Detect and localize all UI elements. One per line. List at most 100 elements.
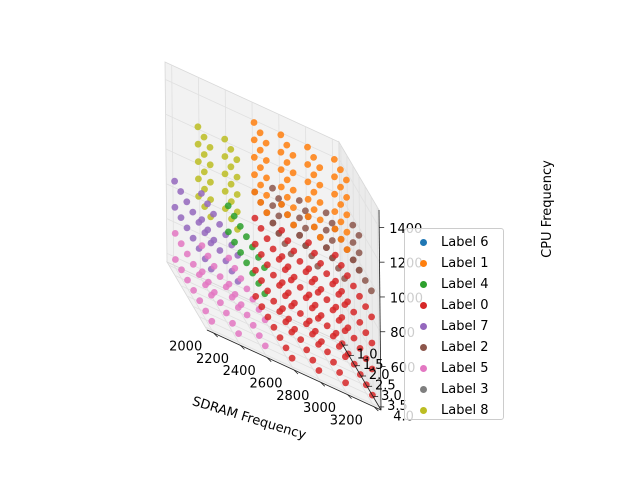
legend-label: Label 4 <box>441 277 489 292</box>
scatter-point <box>302 207 309 215</box>
scatter-point <box>264 287 271 295</box>
scatter-point <box>331 173 338 181</box>
scatter-point <box>195 175 202 183</box>
scatter-point <box>343 194 350 201</box>
y-gridline <box>346 155 350 356</box>
legend-marker <box>420 281 427 288</box>
scatter-point <box>243 311 251 319</box>
x-tick-label: 3000 <box>303 401 336 416</box>
x-tick <box>240 345 245 350</box>
scatter-point <box>331 208 339 216</box>
scatter-point <box>316 233 324 241</box>
scatter-point <box>337 235 345 243</box>
x-tick <box>213 332 218 338</box>
scatter-point <box>324 348 331 356</box>
scatter-point <box>204 200 211 208</box>
scatter-point <box>343 211 351 219</box>
scatter-point <box>322 209 330 217</box>
scatter-point <box>270 271 277 279</box>
scatter-point <box>362 303 369 310</box>
scatter-point <box>362 355 370 363</box>
legend-marker <box>420 302 427 309</box>
scatter-point <box>362 329 370 337</box>
y-gridline <box>364 186 368 387</box>
scatter-point <box>316 164 324 172</box>
scatter-point <box>257 181 264 189</box>
scatter-point <box>262 157 270 164</box>
scatter-point <box>258 277 265 284</box>
scatter-point <box>231 291 239 298</box>
scatter-point <box>243 233 250 241</box>
scatter-point <box>290 247 298 255</box>
scatter-point <box>233 173 241 181</box>
scatter-point <box>269 245 277 253</box>
scatter-point <box>277 131 285 139</box>
scatter-point <box>284 237 292 245</box>
scatter-point <box>275 195 282 202</box>
legend-label: Label 6 <box>441 235 489 250</box>
scatter-point <box>264 313 272 321</box>
scatter-point <box>216 221 224 228</box>
x-tick-label: 2000 <box>169 340 202 355</box>
scatter-point <box>310 206 318 214</box>
scatter-point <box>328 237 336 244</box>
scatter-point <box>337 166 344 174</box>
scatter-point <box>206 144 214 151</box>
scatter-point <box>258 303 266 311</box>
y-tick-label: 1.0 <box>357 348 378 363</box>
scatter-point <box>269 202 277 210</box>
scatter-point <box>257 251 265 258</box>
x-tick <box>347 394 352 399</box>
scatter-point <box>305 239 312 247</box>
scatter-point <box>250 119 258 126</box>
scatter-point <box>204 252 212 260</box>
y-tick-label: 2.0 <box>369 368 390 383</box>
scatter-point <box>256 129 264 137</box>
scatter-point <box>225 280 233 288</box>
scatter-point <box>210 210 217 218</box>
scatter-point <box>257 199 265 206</box>
legend-label: Label 8 <box>441 403 489 418</box>
scatter-point <box>344 272 351 280</box>
scatter-point <box>343 246 351 254</box>
legend: Label 6 Label 1 Label 4 Label 0 Label 7 Label… <box>404 228 504 420</box>
legend-label: Label 0 <box>441 298 489 313</box>
scatter-point <box>283 141 291 149</box>
scatter-point <box>198 216 206 224</box>
scatter-point <box>337 183 344 191</box>
scatter-point <box>336 369 343 376</box>
scatter-point <box>204 226 212 234</box>
y-gridline <box>370 196 374 397</box>
scatter-point <box>221 187 229 195</box>
scatter-point <box>331 190 338 198</box>
legend-label: Label 1 <box>441 256 489 271</box>
scatter-point <box>284 211 291 219</box>
scatter-point <box>304 195 312 203</box>
scatter-point <box>227 163 235 171</box>
x-tick-label: 2400 <box>223 364 256 379</box>
scatter-point <box>261 342 269 350</box>
scatter-point <box>338 314 346 321</box>
scatter-point <box>270 323 278 331</box>
scatter-point <box>323 296 331 304</box>
scatter-point <box>304 178 312 186</box>
scatter-point <box>296 214 303 222</box>
scatter-point <box>172 256 179 263</box>
scatter-point <box>355 249 363 257</box>
scatter-point <box>208 317 216 325</box>
scatter-point <box>263 174 270 182</box>
scatter-point <box>288 354 296 362</box>
z-gridline <box>339 228 381 298</box>
scatter-point <box>355 266 363 274</box>
x-tick-label: 3200 <box>330 413 363 428</box>
scatter-point <box>171 230 179 237</box>
scatter-point <box>316 181 324 189</box>
scatter-point <box>337 218 345 226</box>
scatter-point <box>332 329 340 337</box>
scatter-point <box>249 321 257 329</box>
scatter-point <box>221 170 229 178</box>
scatter-point <box>250 153 258 161</box>
y-gridline <box>358 175 362 377</box>
y-gridline <box>352 165 356 366</box>
scatter-point <box>202 307 210 315</box>
